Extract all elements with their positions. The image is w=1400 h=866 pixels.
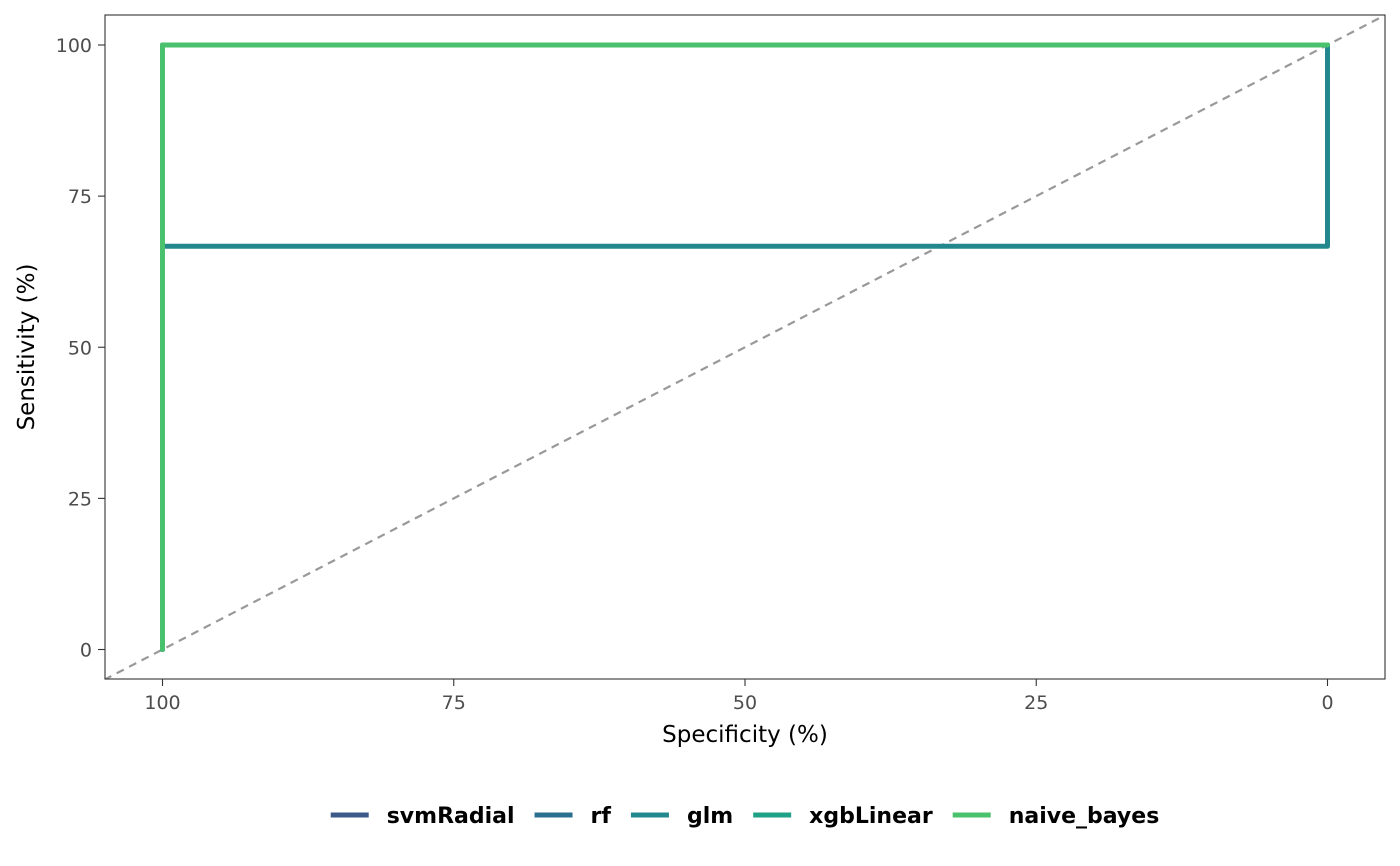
y-tick-label: 0: [80, 640, 92, 662]
x-axis-title: Specificity (%): [662, 722, 828, 748]
legend-item-xgbLinear: xgbLinear: [753, 804, 933, 829]
x-tick-label: 0: [1321, 692, 1333, 714]
y-tick-label: 100: [56, 35, 92, 57]
reference-diagonal-line: [105, 15, 1385, 679]
legend-label: rf: [591, 804, 612, 829]
y-tick-label: 75: [68, 186, 92, 208]
y-axis-title: Sensitivity (%): [14, 264, 40, 431]
series-line-naive-bayes: [160, 42, 1330, 652]
series-layer: [160, 42, 1330, 652]
legend-label: glm: [687, 804, 733, 829]
x-tick-label: 100: [144, 692, 180, 714]
legend-label: xgbLinear: [809, 804, 933, 829]
legend: svmRadial rf glm xgbLinear naive_bayes: [330, 804, 1160, 829]
x-tick-label: 75: [442, 692, 466, 714]
legend-item-naive-bayes: naive_bayes: [952, 804, 1160, 829]
legend-item-svmRadial: svmRadial: [330, 804, 515, 829]
x-axis: 100 75 50 25 0: [144, 679, 1334, 714]
y-tick-label: 25: [68, 488, 92, 510]
legend-item-glm: glm: [630, 804, 733, 829]
legend-label: naive_bayes: [1009, 804, 1160, 829]
x-tick-label: 25: [1024, 692, 1048, 714]
x-tick-label: 50: [733, 692, 757, 714]
legend-item-rf: rf: [534, 804, 612, 829]
y-tick-label: 50: [68, 337, 92, 359]
y-axis: 0 25 50 75 100: [56, 35, 105, 662]
reference-line-layer: [105, 15, 1385, 679]
legend-label: svmRadial: [387, 804, 515, 829]
